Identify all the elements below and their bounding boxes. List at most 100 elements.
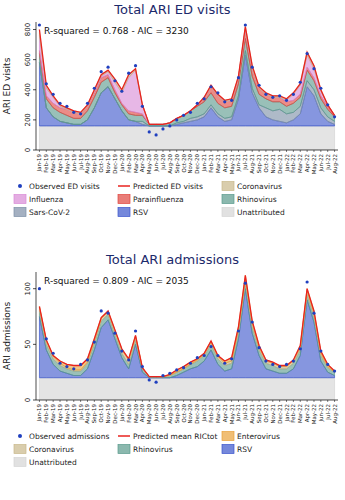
x-tick — [265, 150, 266, 152]
point — [237, 76, 240, 79]
y-tick — [33, 288, 36, 289]
x-tick — [94, 150, 95, 152]
point — [209, 345, 212, 348]
legend-symbol — [14, 195, 26, 204]
point — [333, 115, 336, 118]
point — [148, 130, 151, 133]
line — [39, 27, 334, 125]
point — [299, 347, 302, 350]
x-tick — [313, 150, 314, 152]
point — [100, 309, 103, 312]
x-tick — [121, 150, 122, 152]
x-tick — [162, 150, 163, 152]
point — [127, 358, 130, 361]
x-tick — [149, 400, 150, 402]
x-tick — [265, 400, 266, 402]
x-tick-label: Mar-19 — [50, 154, 56, 174]
x-tick-label: Nov-19 — [105, 154, 111, 174]
x-tick — [307, 400, 308, 402]
y-tick-label: 0 — [24, 398, 32, 402]
point — [333, 369, 336, 372]
x-tick — [101, 400, 102, 402]
x-tick — [73, 400, 74, 402]
x-tick — [46, 400, 47, 402]
point — [168, 124, 171, 127]
point — [113, 79, 116, 82]
point — [326, 103, 329, 106]
x-tick — [286, 150, 287, 152]
point — [175, 368, 178, 371]
legend-symbol — [222, 432, 234, 441]
point — [93, 341, 96, 344]
x-tick-label: Dec-20 — [194, 154, 200, 174]
chart: Total ARI ED visits0200400600800ARI ED v… — [2, 2, 339, 217]
point — [134, 64, 137, 67]
point — [203, 97, 206, 100]
legend-label: Observed ED visits — [29, 182, 100, 191]
x-tick — [156, 150, 157, 152]
x-tick-label: Dec-20 — [194, 404, 200, 424]
x-tick — [272, 400, 273, 402]
x-tick — [279, 150, 280, 152]
x-tick — [66, 400, 67, 402]
point — [45, 337, 48, 340]
point — [106, 312, 109, 315]
point — [38, 287, 41, 290]
x-tick-label: Mar-19 — [50, 404, 56, 424]
x-tick — [53, 150, 54, 152]
annotation: R-squared = 0.768 - AIC = 3230 — [44, 26, 189, 36]
point — [127, 72, 130, 75]
x-tick — [156, 400, 157, 402]
legend-label: Unattributed — [29, 458, 77, 467]
point — [65, 365, 68, 368]
y-tick-label: 600 — [24, 53, 32, 66]
chart: Total ARI admissions050100ARI admissions… — [2, 252, 339, 467]
x-tick-label: Nov-19 — [105, 404, 111, 424]
x-tick — [327, 400, 328, 402]
x-tick — [334, 150, 335, 152]
x-tick — [114, 150, 115, 152]
x-tick — [293, 150, 294, 152]
legend-label: Enterovirus — [237, 432, 280, 441]
point — [271, 363, 274, 366]
x-tick-label: Feb-22 — [290, 404, 296, 423]
point — [38, 23, 41, 26]
x-tick-label: Mar-22 — [297, 404, 303, 423]
x-tick — [279, 400, 280, 402]
x-tick-label: Mar-20 — [133, 154, 139, 174]
point — [161, 374, 164, 377]
x-tick — [211, 150, 212, 152]
point — [230, 357, 233, 360]
point — [264, 93, 267, 96]
legend-symbol — [118, 445, 130, 454]
x-tick — [252, 400, 253, 402]
x-tick-label: Dec-21 — [277, 404, 283, 424]
x-tick — [87, 150, 88, 152]
point — [168, 372, 171, 375]
x-tick — [238, 400, 239, 402]
point — [196, 102, 199, 105]
line — [39, 275, 334, 376]
point — [175, 118, 178, 121]
point — [113, 332, 116, 335]
point — [326, 363, 329, 366]
point — [244, 23, 247, 26]
x-tick-label: Nov-20 — [187, 404, 193, 424]
legend-symbol — [118, 195, 130, 204]
x-tick — [135, 400, 136, 402]
x-tick — [300, 400, 301, 402]
x-tick — [190, 150, 191, 152]
x-tick-label: Oct-21 — [263, 404, 269, 423]
legend-label: Influenza — [29, 195, 63, 204]
x-tick — [169, 150, 170, 152]
x-tick — [169, 400, 170, 402]
x-tick-label: Oct-21 — [263, 154, 269, 173]
legend: Observed admissionsPredicted mean RICtot… — [14, 432, 280, 468]
x-tick-label: Nov-20 — [187, 154, 193, 174]
point — [182, 366, 185, 369]
x-tick — [46, 150, 47, 152]
x-tick — [334, 400, 335, 402]
legend-symbol — [18, 184, 22, 188]
point — [106, 66, 109, 69]
point — [196, 356, 199, 359]
